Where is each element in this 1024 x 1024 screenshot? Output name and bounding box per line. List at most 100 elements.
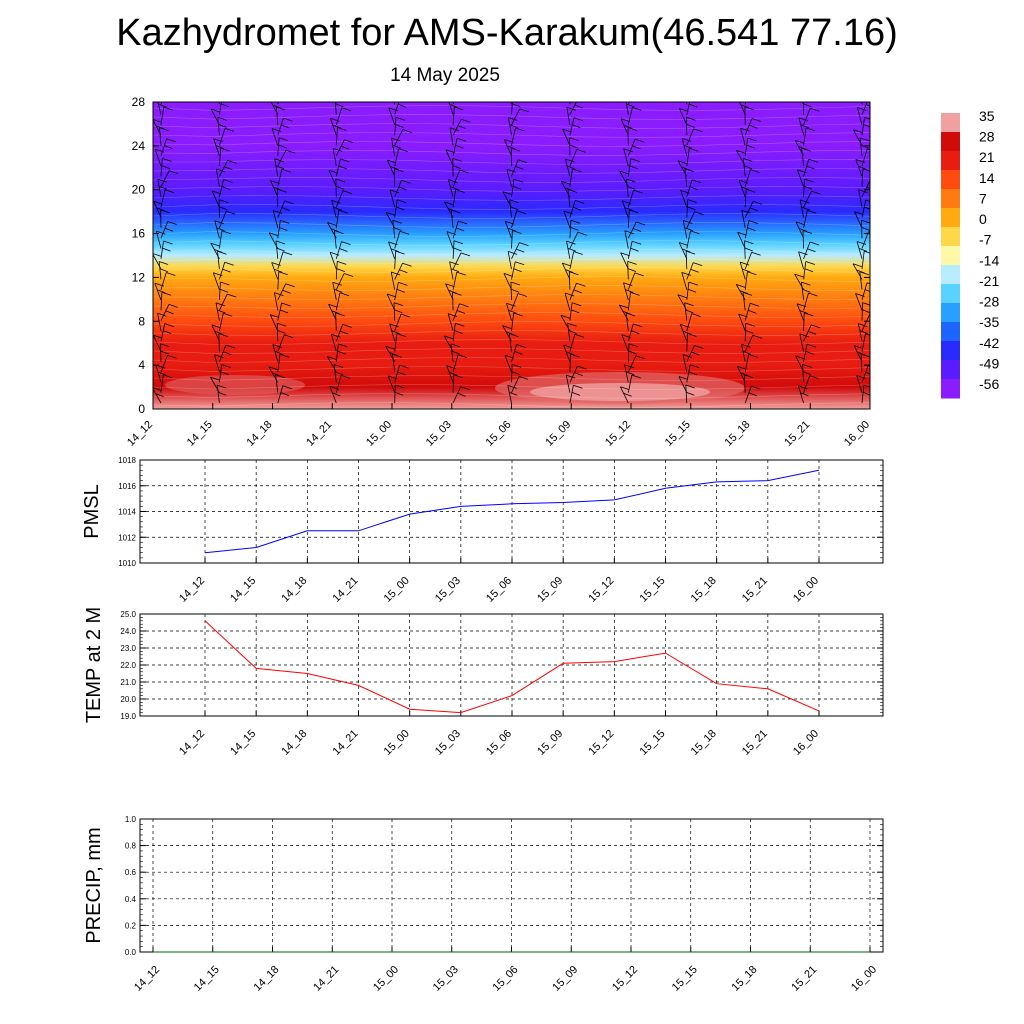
wind-barb-feather — [566, 165, 576, 170]
wind-barb-feather — [864, 206, 870, 210]
heatmap-x-tick-label: 15_12 — [603, 419, 633, 449]
wind-barb-feather — [157, 371, 167, 376]
wind-barb — [744, 201, 754, 218]
x-tick-label: 15_09 — [535, 728, 565, 758]
wind-barb — [211, 324, 220, 342]
wind-barb — [738, 179, 746, 198]
wind-barb-feather — [681, 166, 690, 171]
wind-barb-feather — [683, 145, 693, 149]
wind-barb — [678, 242, 688, 259]
wind-barb — [219, 102, 222, 115]
wind-barb-feather — [449, 127, 460, 132]
wind-barb — [511, 293, 519, 311]
wind-barb-feather — [273, 268, 283, 273]
wind-barb-feather — [687, 199, 697, 203]
wind-barb — [392, 354, 396, 373]
wind-barb — [391, 138, 396, 156]
wind-barb-feather — [450, 343, 461, 348]
wind-barb-feather — [571, 302, 582, 307]
x-tick-label: 15_03 — [433, 728, 463, 758]
wind-barb-feather — [332, 124, 341, 129]
wind-barb-feather — [164, 145, 173, 149]
wind-barb-feather — [627, 261, 637, 265]
wind-barb-feather — [798, 228, 808, 232]
wind-barb-feather — [687, 333, 697, 337]
wind-barb — [503, 139, 512, 156]
wind-barb-feather — [400, 313, 411, 318]
wind-barb — [160, 355, 168, 373]
wind-barb-feather — [688, 371, 697, 376]
wind-barb-feather — [276, 106, 286, 111]
wind-barb-feather — [574, 333, 585, 338]
wind-barb — [803, 312, 805, 331]
wind-barb-feather — [153, 334, 163, 339]
wind-barb — [450, 343, 454, 362]
wind-barb — [795, 355, 804, 373]
wind-barb-feather — [634, 272, 644, 277]
wind-barb — [619, 170, 629, 187]
wind-barb-feather — [455, 144, 464, 149]
wind-barb-feather — [627, 185, 636, 190]
wind-barb-feather — [392, 219, 402, 224]
wind-barb-feather — [858, 189, 868, 193]
wind-barb — [335, 107, 343, 126]
x-tick-label: 14_21 — [311, 964, 341, 994]
wind-barb — [216, 385, 220, 404]
wind-barb-feather — [272, 372, 281, 377]
wind-barb — [215, 302, 220, 321]
wind-barb-feather — [276, 247, 285, 252]
wind-barb — [623, 282, 629, 301]
wind-barb — [502, 191, 512, 208]
wind-barb — [452, 220, 459, 239]
wind-barb — [277, 149, 287, 167]
wind-barb — [219, 313, 224, 331]
wind-barb — [502, 325, 512, 342]
wind-barb-feather — [387, 159, 397, 164]
x-tick-label: 15_18 — [689, 575, 719, 605]
wind-barb-feather — [278, 271, 288, 276]
heatmap-x-tick-label: 14_12 — [125, 419, 155, 449]
wind-barb-feather — [281, 124, 290, 129]
wind-barb-feather — [869, 98, 878, 101]
wind-barb-feather — [335, 97, 344, 100]
wind-barb-feather — [282, 251, 293, 256]
wind-barb — [450, 209, 454, 228]
wind-barb-feather — [798, 385, 808, 390]
wind-barb — [856, 241, 863, 259]
heatmap-x-tick-label: 15_00 — [364, 419, 394, 449]
wind-barb-feather — [215, 87, 224, 90]
wind-barb — [686, 262, 694, 280]
wind-barb-feather — [214, 354, 224, 359]
wind-barb-feather — [620, 252, 630, 257]
wind-barb-feather — [693, 128, 703, 133]
wind-barb-feather — [391, 137, 401, 142]
precip-panel: 0.0 0.2 0.4 0.6 0.8 1.0 14_12 14_15 14_18 14_21 15… — [83, 815, 884, 994]
wind-barb-feather — [342, 190, 353, 194]
wind-barb-feather — [221, 186, 230, 190]
colorbar-label: -56 — [979, 376, 999, 392]
wind-barb — [861, 282, 868, 301]
wind-barb-feather — [447, 207, 456, 212]
wind-barb-feather — [806, 165, 815, 170]
wind-barb — [160, 272, 167, 290]
wind-barb — [215, 168, 220, 187]
wind-barb-feather — [684, 227, 693, 231]
wind-barb-feather — [566, 240, 576, 245]
wind-barb — [211, 190, 220, 208]
wind-barb — [569, 200, 576, 218]
contour-line — [153, 393, 870, 399]
wind-barb-feather — [401, 179, 411, 184]
wind-barb — [393, 302, 396, 321]
wind-barb-feather — [445, 149, 455, 154]
wind-barb — [797, 169, 804, 187]
wind-barb-feather — [626, 103, 635, 108]
wind-barb-feather — [157, 97, 166, 100]
wind-barb — [217, 117, 220, 136]
wind-barb-feather — [619, 304, 629, 309]
wind-barb-feather — [625, 289, 634, 293]
wind-barb — [210, 376, 220, 393]
wind-barb-feather — [456, 310, 466, 314]
wind-barb — [680, 190, 688, 208]
heatmap-y-tick-label: 8 — [138, 314, 145, 328]
x-tick-label: 14_15 — [228, 728, 258, 758]
